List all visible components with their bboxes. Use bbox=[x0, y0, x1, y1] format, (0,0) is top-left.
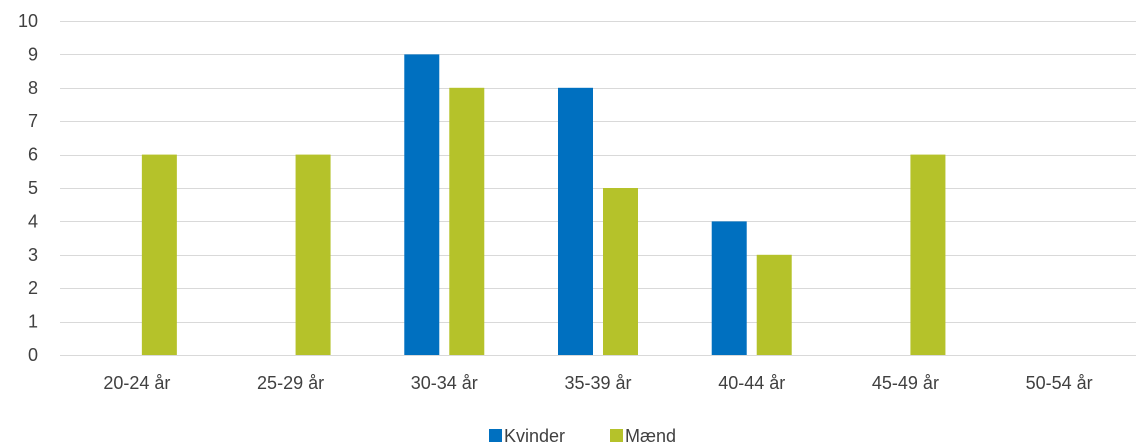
legend-label-kvinder: Kvinder bbox=[504, 426, 565, 445]
bar-kvinder bbox=[711, 221, 747, 355]
x-tick-label: 20-24 år bbox=[103, 373, 170, 393]
y-tick-label: 2 bbox=[28, 278, 38, 298]
y-tick-label: 8 bbox=[28, 78, 38, 98]
x-tick-label: 40-44 år bbox=[718, 373, 785, 393]
y-tick-label: 0 bbox=[28, 345, 38, 365]
bars bbox=[141, 54, 946, 356]
grid-lines bbox=[60, 21, 1136, 356]
y-tick-label: 10 bbox=[18, 11, 38, 31]
x-tick-label: 30-34 år bbox=[411, 373, 478, 393]
bar-maend bbox=[910, 154, 946, 355]
y-tick-label: 7 bbox=[28, 111, 38, 131]
y-tick-label: 5 bbox=[28, 178, 38, 198]
legend-swatch-maend bbox=[610, 429, 623, 442]
bar-maend bbox=[449, 87, 485, 356]
y-tick-label: 1 bbox=[28, 312, 38, 332]
bar-kvinder bbox=[558, 87, 593, 356]
y-axis-ticks: 0 1 2 3 4 5 6 7 8 9 10 bbox=[18, 11, 38, 365]
x-axis-ticks: 20-24 år 25-29 år 30-34 år 35-39 år 40-44 år… bbox=[103, 373, 1092, 393]
bar-maend bbox=[603, 188, 638, 355]
y-tick-label: 4 bbox=[28, 211, 38, 231]
legend-swatch-kvinder bbox=[489, 429, 502, 442]
x-tick-label: 45-49 år bbox=[872, 373, 939, 393]
legend-label-maend: Mænd bbox=[625, 426, 676, 445]
bar-maend bbox=[295, 154, 331, 355]
bar-maend bbox=[756, 254, 792, 355]
y-tick-label: 6 bbox=[28, 145, 38, 165]
bar-maend bbox=[141, 154, 177, 355]
bar-kvinder bbox=[404, 54, 440, 356]
y-tick-label: 3 bbox=[28, 245, 38, 265]
x-tick-label: 35-39 år bbox=[564, 373, 631, 393]
x-tick-label: 50-54 år bbox=[1026, 373, 1093, 393]
legend: Kvinder Mænd bbox=[489, 426, 676, 445]
x-tick-label: 25-29 år bbox=[257, 373, 324, 393]
y-tick-label: 9 bbox=[28, 44, 38, 64]
